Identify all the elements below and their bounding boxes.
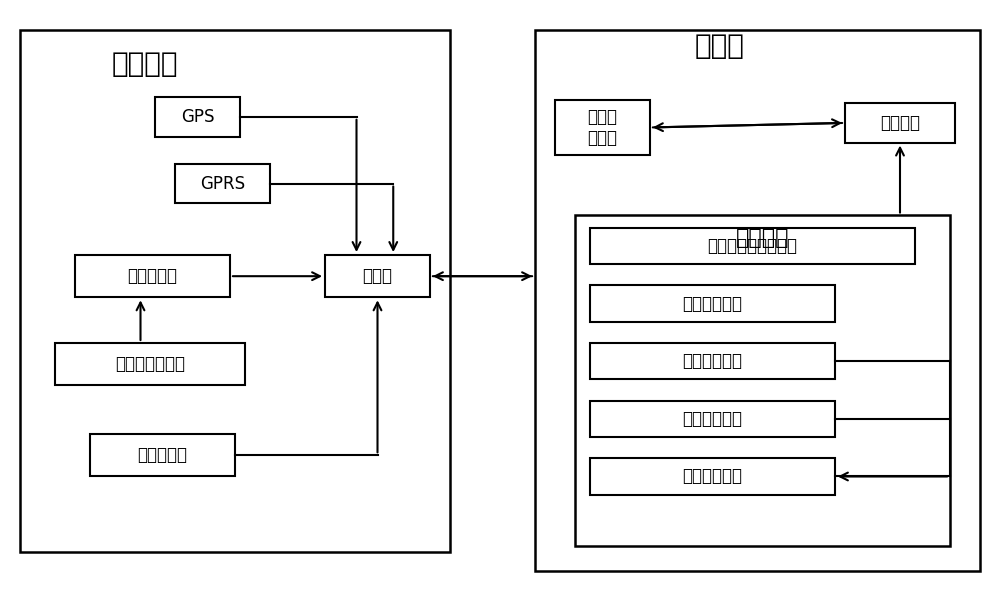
Bar — [590, 228, 915, 264]
Bar — [75, 255, 230, 297]
Text: 速度传感器: 速度传感器 — [137, 446, 187, 464]
Bar — [555, 100, 650, 155]
Bar — [325, 255, 430, 297]
Bar — [590, 285, 835, 322]
Text: 速度监测单元: 速度监测单元 — [682, 410, 742, 428]
Bar — [55, 343, 245, 385]
Bar — [90, 434, 235, 476]
Bar — [175, 164, 270, 203]
Text: 实时监控单元: 实时监控单元 — [682, 294, 742, 313]
Text: 图表制作单元: 图表制作单元 — [682, 467, 742, 486]
Text: 权限管
理模块: 权限管 理模块 — [588, 108, 618, 147]
Text: 车辆终端: 车辆终端 — [112, 50, 178, 78]
Text: GPS: GPS — [181, 108, 214, 126]
Text: GPRS: GPRS — [200, 175, 245, 192]
Text: 存储模块: 存储模块 — [880, 114, 920, 132]
Bar — [155, 97, 240, 137]
Text: 服务器: 服务器 — [695, 32, 745, 59]
Text: 深松机信息管理单元: 深松机信息管理单元 — [708, 237, 798, 255]
Bar — [845, 103, 955, 143]
Text: 处理模块: 处理模块 — [736, 228, 789, 248]
Bar — [535, 30, 980, 571]
Text: 控制器: 控制器 — [362, 267, 392, 285]
Text: 机具识别传感器: 机具识别传感器 — [115, 355, 185, 373]
Bar — [590, 458, 835, 495]
Bar — [575, 215, 950, 546]
Text: 深度监测单元: 深度监测单元 — [682, 352, 742, 370]
Bar — [590, 401, 835, 437]
Bar — [20, 30, 450, 552]
Text: 深度传感器: 深度传感器 — [128, 267, 178, 285]
Bar — [590, 343, 835, 379]
